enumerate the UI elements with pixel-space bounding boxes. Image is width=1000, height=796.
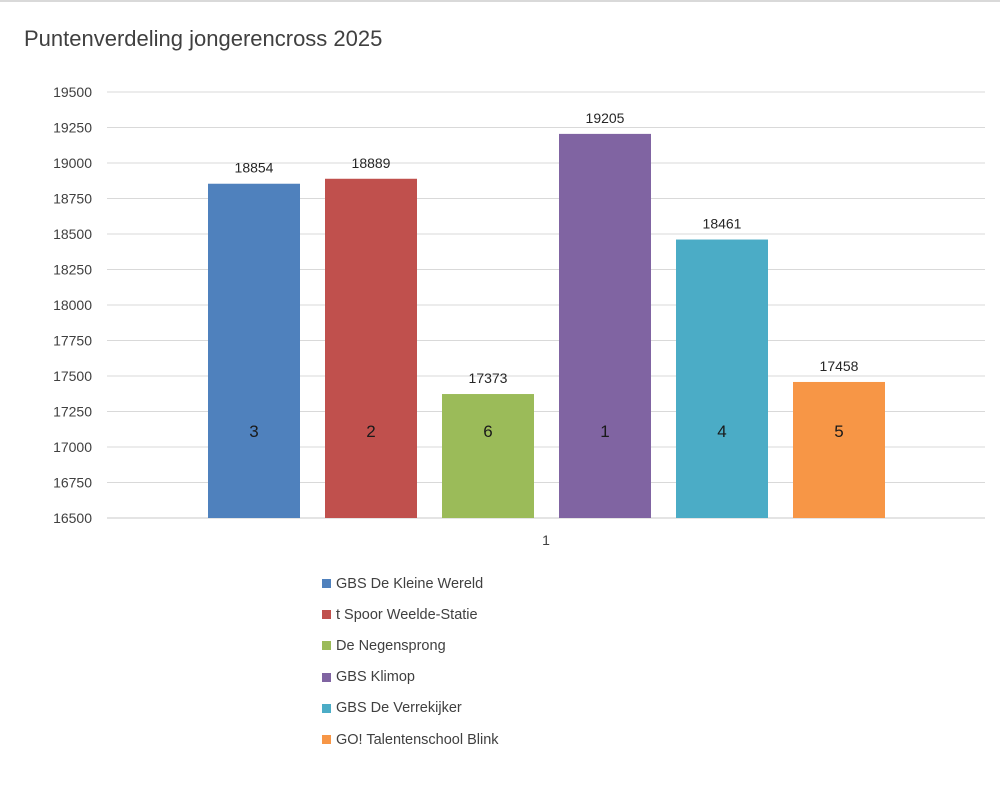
legend-swatch: [322, 703, 331, 713]
data-label: 17373: [469, 370, 508, 386]
rank-label: 3: [249, 422, 258, 441]
legend-label: GBS Klimop: [336, 669, 415, 686]
legend-item: t Spoor Weelde-Statie: [322, 599, 499, 630]
legend-label: t Spoor Weelde-Statie: [336, 606, 478, 623]
y-tick-label: 17500: [53, 368, 92, 384]
bar: [325, 178, 417, 518]
data-label: 18889: [352, 155, 391, 171]
legend-swatch: [322, 641, 331, 651]
y-tick-label: 17250: [53, 404, 92, 420]
legend-swatch: [322, 735, 331, 745]
legend-label: GO! Talentenschool Blink: [336, 731, 499, 748]
rank-label: 1: [600, 422, 609, 441]
rank-label: 4: [717, 422, 726, 441]
legend-item: GBS De Kleine Wereld: [322, 568, 499, 599]
legend-item: GBS Klimop: [322, 662, 499, 693]
y-tick-label: 18250: [53, 262, 92, 278]
rank-label: 5: [834, 422, 843, 441]
bar: [793, 381, 885, 518]
data-label: 17458: [820, 358, 859, 374]
legend-item: GO! Talentenschool Blink: [322, 724, 499, 755]
y-tick-label: 18750: [53, 191, 92, 207]
top-border: [0, 0, 1000, 2]
data-label: 18854: [235, 160, 274, 176]
y-tick-label: 19000: [53, 155, 92, 171]
legend-label: De Negensprong: [336, 637, 446, 654]
y-tick-label: 18000: [53, 297, 92, 313]
legend: GBS De Kleine Wereld t Spoor Weelde-Stati…: [322, 568, 499, 755]
y-tick-label: 17000: [53, 439, 92, 455]
legend-swatch: [322, 672, 331, 682]
y-tick-label: 16500: [53, 510, 92, 526]
legend-item: GBS De Verrekijker: [322, 693, 499, 724]
bar: [559, 133, 651, 518]
y-tick-label: 17750: [53, 333, 92, 349]
legend-label: GBS De Kleine Wereld: [336, 575, 484, 592]
rank-label: 2: [366, 422, 375, 441]
legend-swatch: [322, 579, 331, 589]
chart-title: Puntenverdeling jongerencross 2025: [24, 26, 383, 51]
y-tick-label: 19250: [53, 120, 92, 136]
y-tick-label: 16750: [53, 475, 92, 491]
legend-item: De Negensprong: [322, 630, 499, 661]
legend-label: GBS De Verrekijker: [336, 700, 462, 717]
data-label: 18461: [703, 216, 742, 232]
y-tick-label: 19500: [53, 84, 92, 100]
data-label: 19205: [586, 110, 625, 126]
rank-label: 6: [483, 422, 492, 441]
bar: [442, 394, 534, 518]
bar: [676, 239, 768, 518]
legend-swatch: [322, 610, 331, 620]
x-tick-label: 1: [542, 532, 550, 548]
bar: [208, 183, 300, 518]
y-tick-label: 18500: [53, 226, 92, 242]
